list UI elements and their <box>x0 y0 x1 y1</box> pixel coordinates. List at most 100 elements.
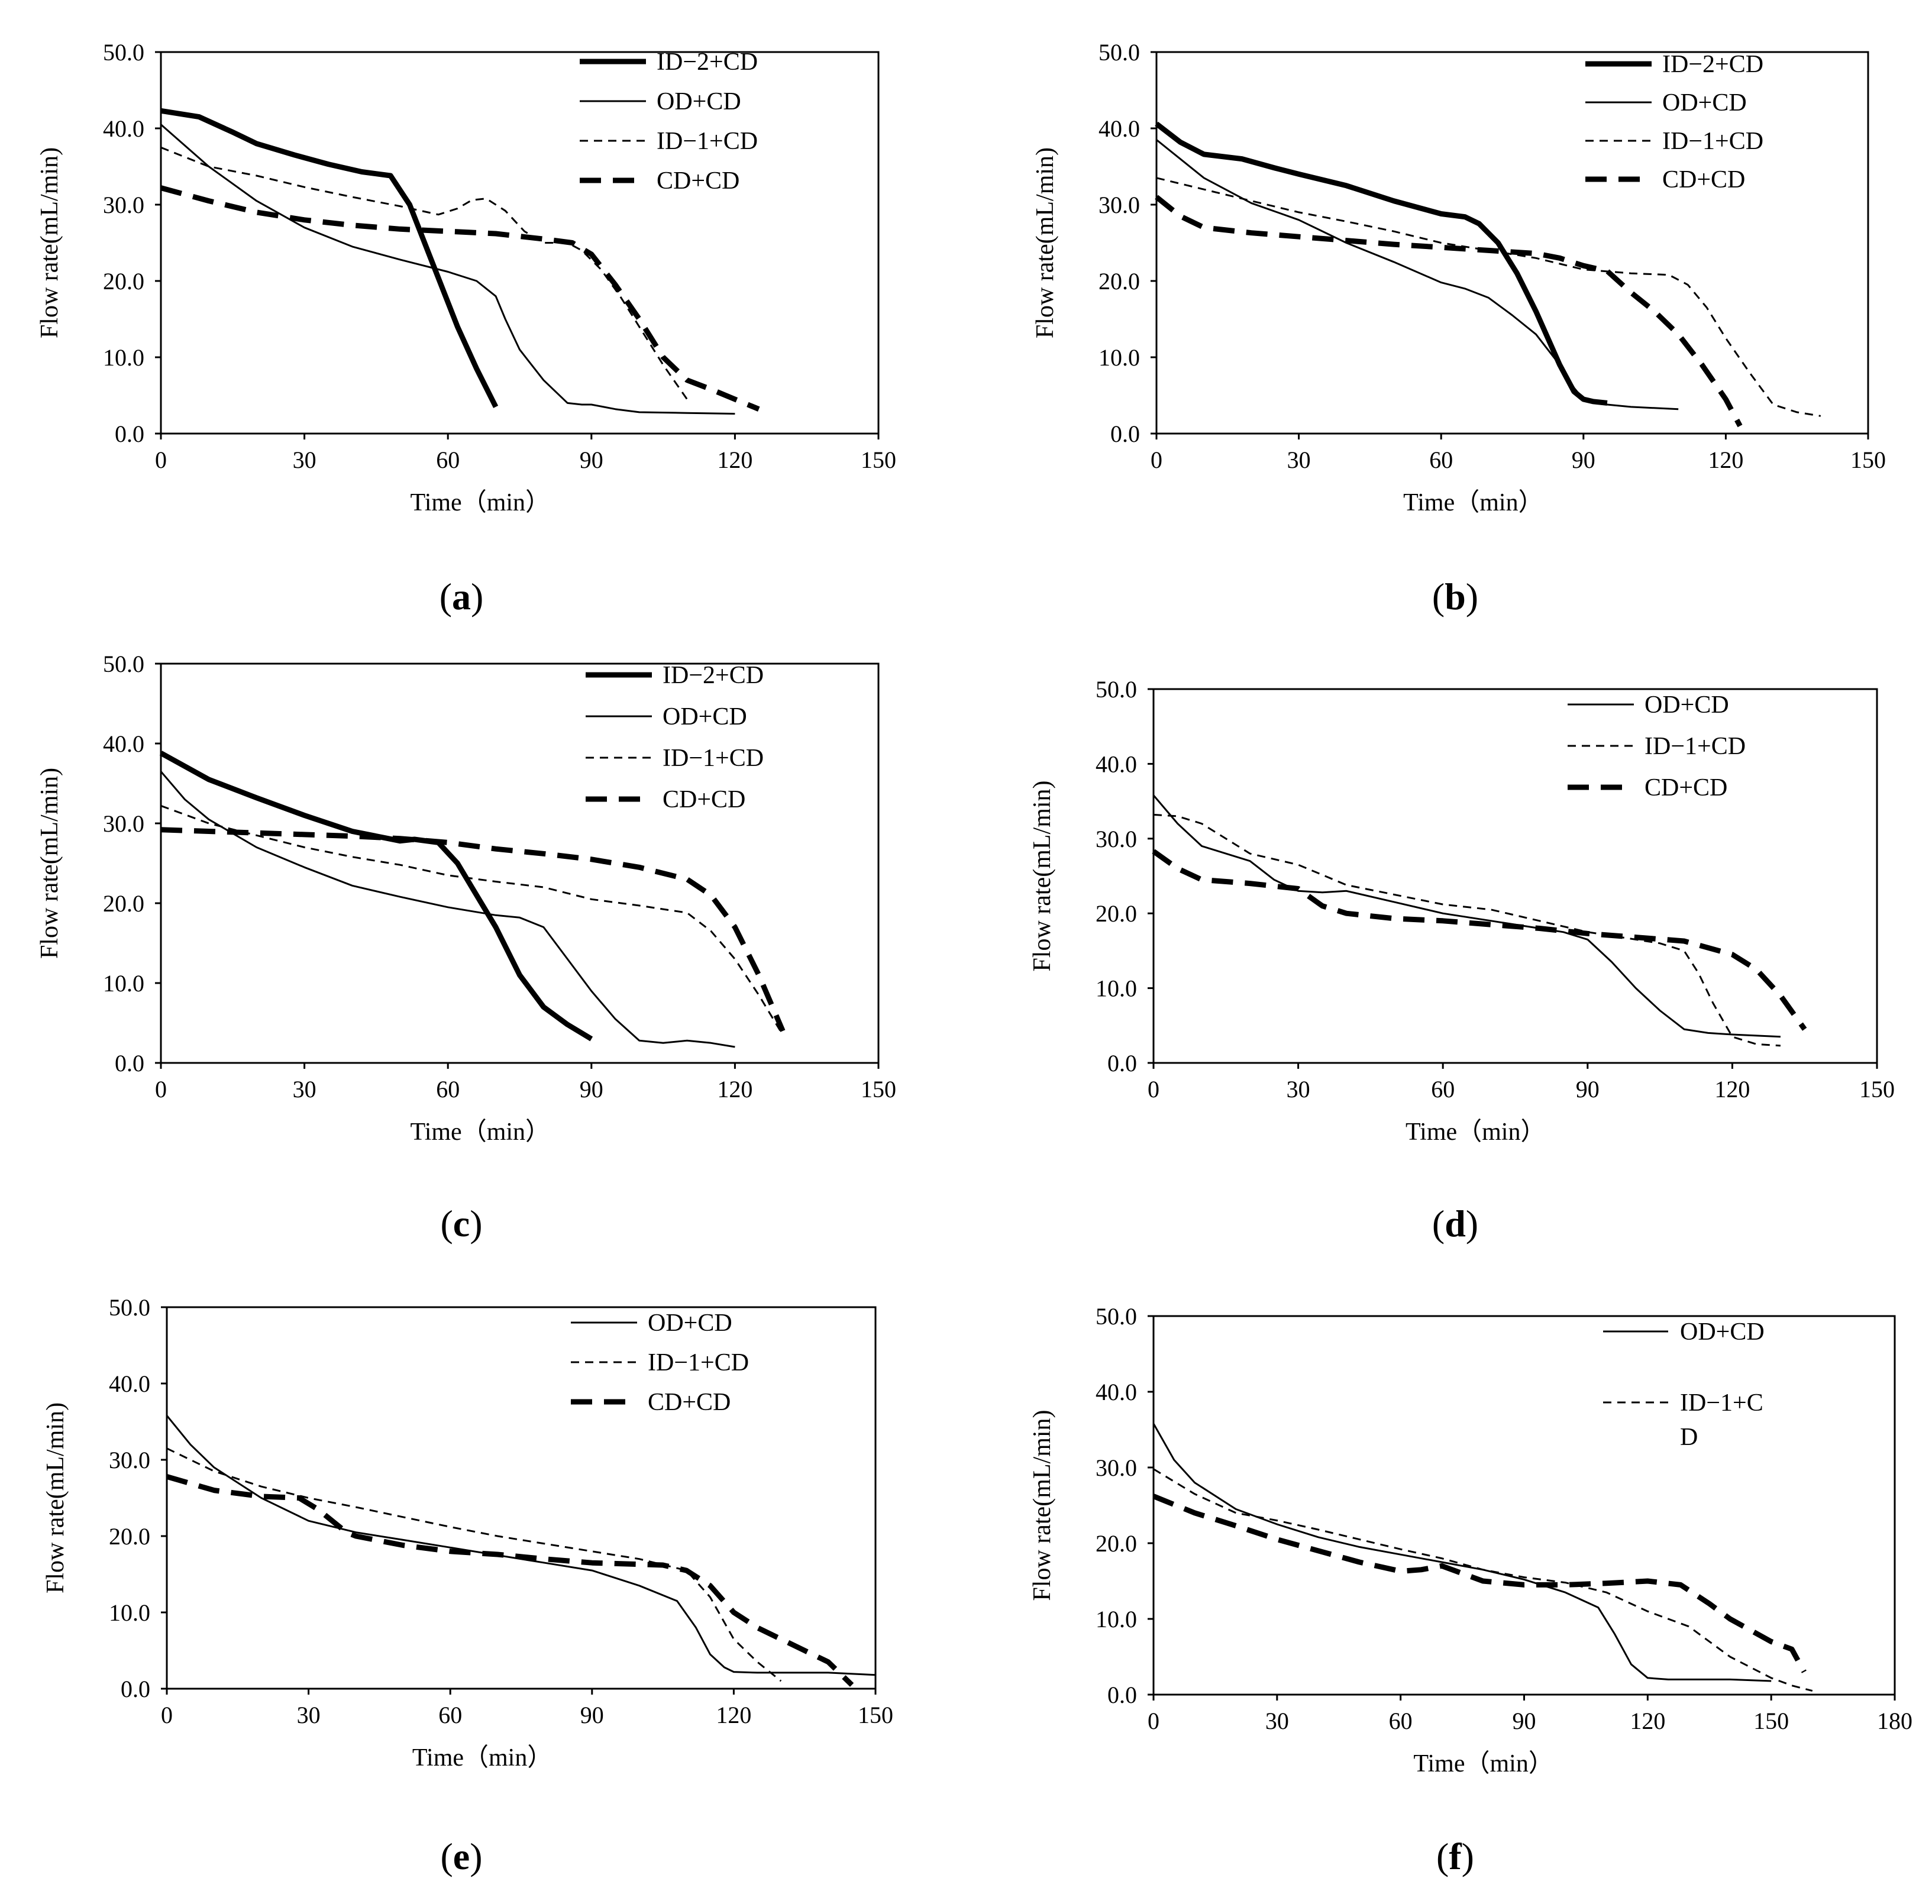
y-tick-label: 20.0 <box>1096 1530 1137 1557</box>
series-line-1 <box>1155 121 1608 406</box>
x-tick-label: 180 <box>1877 1708 1912 1734</box>
legend-label: OD+CD <box>648 1310 732 1337</box>
x-tick-label: 0 <box>161 1702 173 1728</box>
x-tick-label: 0 <box>1148 1708 1159 1734</box>
y-tick-label: 20.0 <box>1096 900 1137 927</box>
x-tick-label: 0 <box>1148 1076 1159 1103</box>
x-tick-label: 0 <box>155 447 167 473</box>
legend-label: CD+CD <box>1662 166 1745 193</box>
legend-label: OD+CD <box>1680 1318 1765 1346</box>
y-axis-label: Flow rate(mL/min) <box>36 768 63 959</box>
y-tick-label: 40.0 <box>1096 1379 1137 1405</box>
x-tick-label: 90 <box>1513 1708 1536 1734</box>
panel-caption: (c) <box>440 1202 482 1244</box>
legend: ID−2+CD OD+CD ID−1+CD CD+CD <box>580 49 758 195</box>
y-tick-label: 0.0 <box>121 1676 150 1702</box>
series-line-3 <box>166 1474 854 1687</box>
series-line-2 <box>1153 1468 1813 1692</box>
y-axis-label: Flow rate(mL/min) <box>1032 147 1059 338</box>
legend-label: ID−1+CD <box>1645 733 1746 760</box>
x-tick-label: 90 <box>580 447 603 473</box>
series-line-4 <box>160 185 760 412</box>
x-tick-label: 30 <box>293 447 316 473</box>
legend-label: CD+CD <box>648 1389 731 1416</box>
x-tick-label: 90 <box>580 1702 604 1728</box>
y-tick-label: 20.0 <box>109 1523 150 1550</box>
x-tick-label: 90 <box>580 1076 603 1103</box>
x-tick-label: 30 <box>1265 1708 1289 1734</box>
y-tick-label: 40.0 <box>1096 751 1137 777</box>
x-axis-label: Time（min） <box>412 1744 553 1772</box>
y-tick-label: 20.0 <box>103 890 144 917</box>
legend-label: CD+CD <box>1645 774 1727 801</box>
x-tick-label: 90 <box>1576 1076 1600 1103</box>
plot-frame <box>160 662 880 1064</box>
panel-caption: (b) <box>1432 576 1478 618</box>
y-tick-label: 50.0 <box>1096 1303 1137 1330</box>
x-tick-label: 0 <box>155 1076 167 1103</box>
y-tick-label: 50.0 <box>1099 39 1140 66</box>
x-tick-label: 120 <box>716 1702 751 1728</box>
x-tick-label: 30 <box>297 1702 321 1728</box>
x-tick-label: 60 <box>436 1076 460 1103</box>
x-tick-label: 60 <box>1429 447 1453 473</box>
legend: ID−2+CD OD+CD ID−1+CD CD+CD <box>586 662 764 813</box>
series-line-3 <box>160 804 784 1036</box>
y-tick-label: 0.0 <box>1110 421 1140 447</box>
y-tick-label: 50.0 <box>1096 676 1137 703</box>
legend-label: OD+CD <box>1645 691 1729 719</box>
legend: OD+CD ID−1+CD CD+CD <box>1568 691 1746 801</box>
chart-panel-c: 0 30 60 90 120 150 0.0 10.0 20.0 30.0 40.0 50.0 Time… <box>36 651 896 1244</box>
x-tick-label: 90 <box>1572 447 1595 473</box>
chart-panel-e: 0 30 60 90 120 150 0.0 10.0 20.0 30.0 40.0 50.0 Time… <box>42 1294 893 1877</box>
x-axis-label: Time（min） <box>1403 489 1543 516</box>
series-line-4 <box>1155 195 1743 428</box>
y-tick-label: 50.0 <box>103 39 144 66</box>
chart-panel-a: 0 30 60 90 120 150 0.0 10.0 20.0 30.0 40.0 50.0 Time… <box>36 39 896 618</box>
series-line-3 <box>1152 849 1807 1031</box>
x-tick-label: 150 <box>858 1702 893 1728</box>
plot-frame <box>1152 1315 1896 1696</box>
x-tick-label: 0 <box>1151 447 1162 473</box>
y-tick-label: 0.0 <box>115 421 144 447</box>
legend: OD+CD ID−1+C D <box>1603 1318 1765 1451</box>
x-tick-label: 120 <box>1714 1076 1750 1103</box>
x-tick-label: 30 <box>1287 1076 1310 1103</box>
plot-frame <box>1152 688 1878 1064</box>
x-tick-label: 120 <box>1630 1708 1665 1734</box>
y-tick-label: 10.0 <box>103 970 144 997</box>
panel-caption: (a) <box>440 576 484 618</box>
legend-label: CD+CD <box>663 786 745 813</box>
series-line-2 <box>1153 813 1781 1047</box>
series-line-1 <box>166 1415 876 1676</box>
y-axis-label: Flow rate(mL/min) <box>42 1402 69 1593</box>
y-tick-label: 40.0 <box>103 115 144 142</box>
y-tick-label: 10.0 <box>103 344 144 371</box>
y-tick-label: 30.0 <box>1096 1454 1137 1481</box>
x-tick-label: 150 <box>1850 447 1886 473</box>
legend: ID−2+CD OD+CD ID−1+CD CD+CD <box>1585 51 1763 193</box>
x-axis-label: Time（min） <box>411 1119 551 1146</box>
y-tick-label: 30.0 <box>1099 192 1140 218</box>
panel-caption: (e) <box>440 1835 482 1877</box>
x-tick-label: 120 <box>717 1076 752 1103</box>
y-tick-label: 30.0 <box>1096 826 1137 852</box>
legend-label: OD+CD <box>1662 89 1747 117</box>
y-tick-label: 30.0 <box>109 1447 150 1473</box>
y-axis-label: Flow rate(mL/min) <box>1029 1410 1056 1601</box>
x-axis-label: Time（min） <box>411 489 551 516</box>
x-tick-label: 30 <box>1287 447 1311 473</box>
chart-panel-d: 0 30 60 90 120 150 0.0 10.0 20.0 30.0 40.0 50.0 Time… <box>1029 676 1895 1244</box>
x-tick-label: 150 <box>861 447 896 473</box>
y-tick-label: 40.0 <box>109 1370 150 1397</box>
y-tick-label: 0.0 <box>1107 1050 1137 1077</box>
legend-label: OD+CD <box>663 703 747 730</box>
y-tick-label: 10.0 <box>1096 975 1137 1002</box>
legend-label: ID−1+CD <box>663 745 764 772</box>
legend: OD+CD ID−1+CD CD+CD <box>571 1310 749 1416</box>
y-tick-label: 30.0 <box>103 810 144 837</box>
y-tick-label: 10.0 <box>109 1599 150 1626</box>
x-axis-label: Time（min） <box>1413 1750 1553 1777</box>
series-line-2 <box>160 124 735 415</box>
